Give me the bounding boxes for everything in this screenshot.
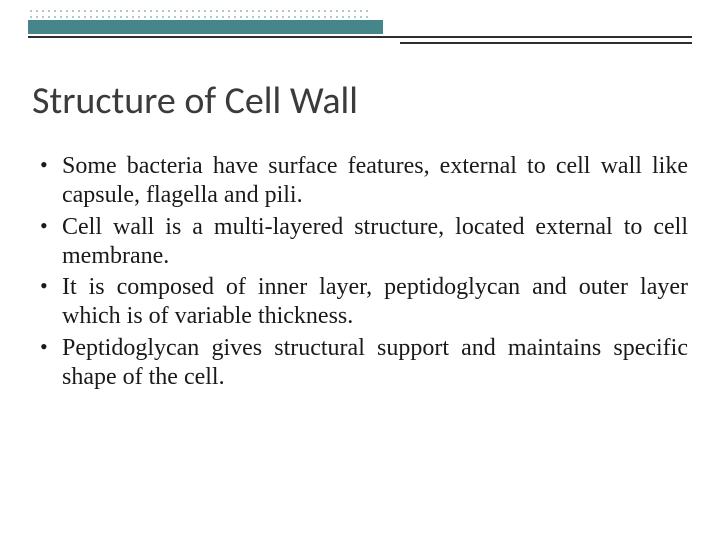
slide-title: Structure of Cell Wall [32,78,688,124]
list-item: Cell wall is a multi-layered structure, … [40,213,688,272]
bullet-list: Some bacteria have surface features, ext… [32,152,688,392]
decor-rule-long [28,36,692,38]
list-item: Peptidoglycan gives structural support a… [40,334,688,393]
list-item: It is composed of inner layer, peptidogl… [40,273,688,332]
decor-accent-bar [28,20,383,34]
decor-rule-short [400,42,692,44]
slide-body: Structure of Cell Wall Some bacteria hav… [32,78,688,394]
list-item: Some bacteria have surface features, ext… [40,152,688,211]
header-decoration [0,0,720,40]
decor-dots [28,8,368,20]
